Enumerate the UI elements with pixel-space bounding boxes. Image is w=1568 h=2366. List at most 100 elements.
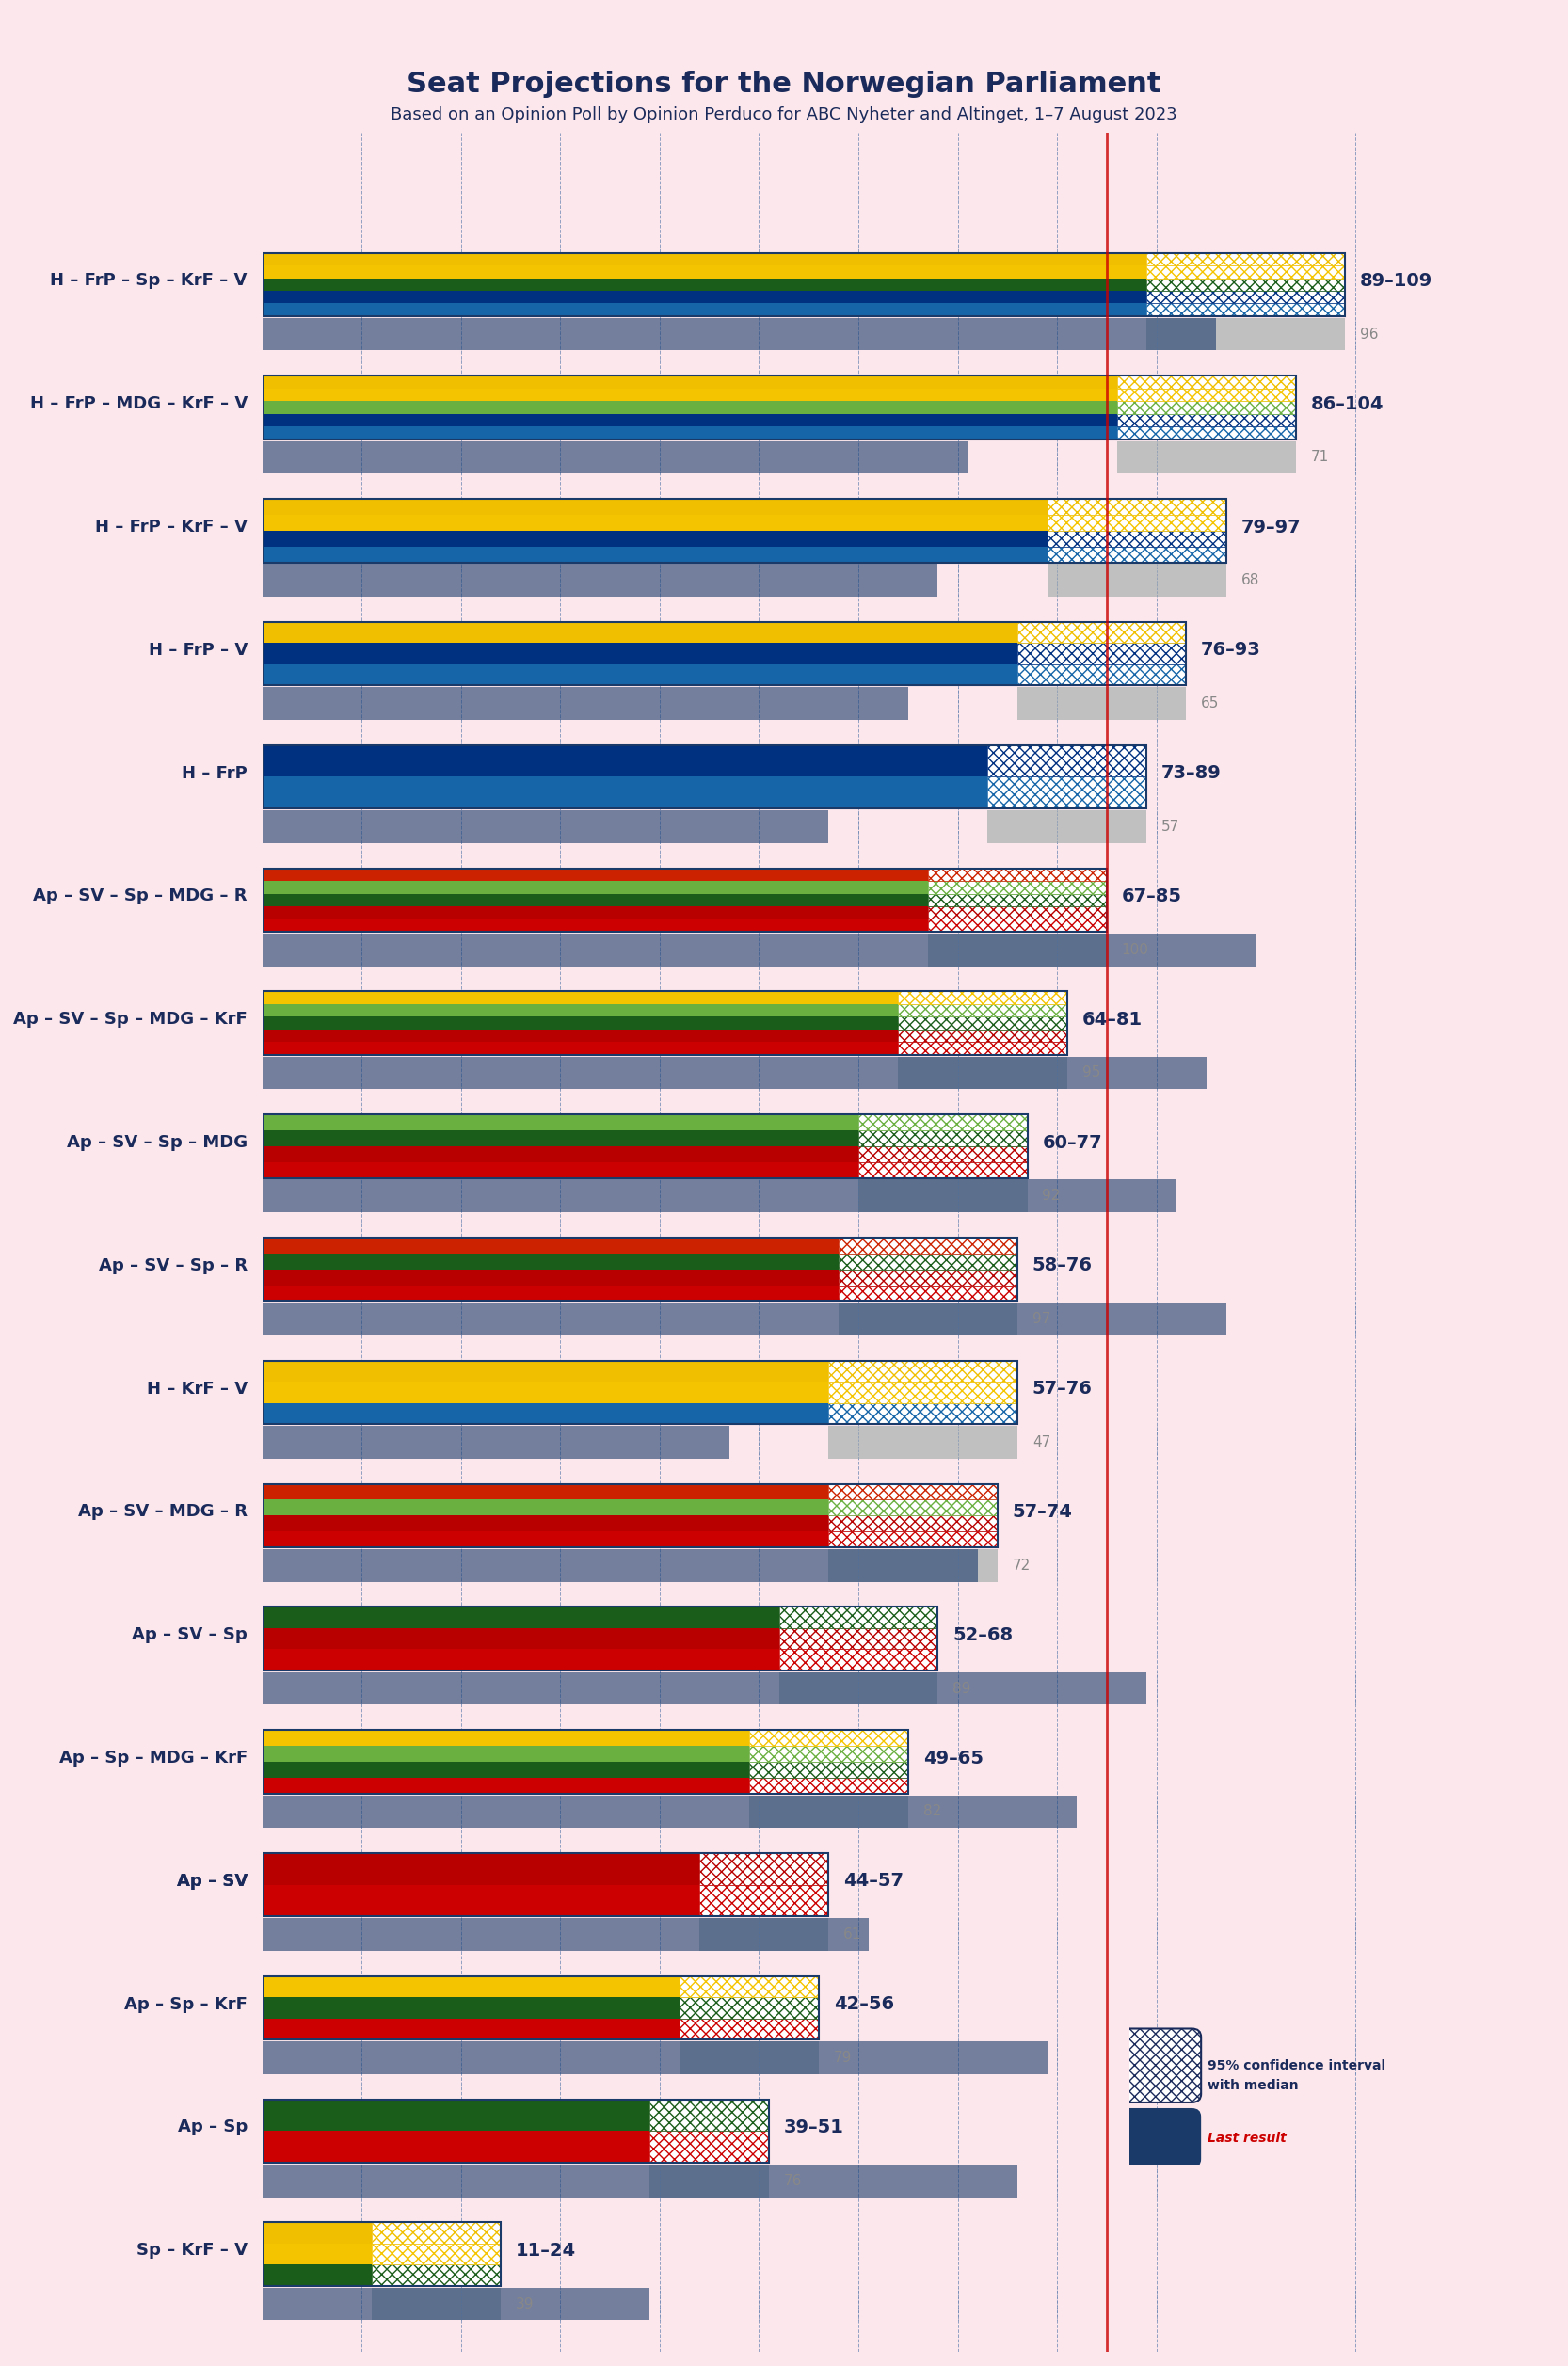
Bar [262,2165,1018,2198]
Text: H – FrP – Sp – KrF – V: H – FrP – Sp – KrF – V [50,272,248,289]
Bar [262,622,1187,686]
FancyBboxPatch shape [262,991,898,1003]
Text: 95: 95 [1082,1065,1101,1079]
FancyBboxPatch shape [828,1517,997,1531]
FancyBboxPatch shape [262,1649,779,1670]
FancyBboxPatch shape [988,776,1146,809]
FancyBboxPatch shape [262,376,1116,388]
FancyBboxPatch shape [1116,376,1295,388]
FancyBboxPatch shape [1047,499,1226,516]
FancyBboxPatch shape [928,894,1107,906]
FancyBboxPatch shape [262,1285,839,1301]
FancyBboxPatch shape [988,745,1146,776]
Bar [262,1976,818,2039]
FancyBboxPatch shape [1116,388,1295,402]
FancyBboxPatch shape [262,1976,679,1997]
FancyBboxPatch shape [649,2132,768,2163]
Bar [858,1181,1027,1211]
Bar [1116,440,1295,473]
FancyBboxPatch shape [858,1131,1027,1145]
Text: 96: 96 [1359,327,1378,341]
FancyBboxPatch shape [928,880,1107,894]
FancyBboxPatch shape [372,2243,500,2264]
FancyBboxPatch shape [262,1531,828,1547]
FancyBboxPatch shape [898,1041,1068,1055]
Text: 49–65: 49–65 [924,1748,983,1767]
Bar [828,1550,997,1580]
FancyBboxPatch shape [988,745,1146,776]
Text: Ap – SV – Sp: Ap – SV – Sp [132,1625,248,1644]
FancyBboxPatch shape [262,402,1116,414]
Text: 47: 47 [1032,1436,1051,1450]
Text: 57–74: 57–74 [1013,1502,1073,1521]
FancyBboxPatch shape [828,1531,997,1547]
FancyBboxPatch shape [750,1777,908,1793]
FancyBboxPatch shape [372,2243,500,2264]
FancyBboxPatch shape [262,516,1047,530]
Text: 76: 76 [784,2174,803,2189]
FancyBboxPatch shape [750,1746,908,1763]
FancyBboxPatch shape [372,2222,500,2243]
FancyBboxPatch shape [1146,265,1345,279]
FancyBboxPatch shape [858,1162,1027,1178]
FancyBboxPatch shape [828,1360,1018,1382]
Text: 58–76: 58–76 [1032,1256,1093,1275]
FancyBboxPatch shape [828,1483,997,1500]
Bar [1047,563,1226,596]
FancyBboxPatch shape [898,1003,1068,1017]
Bar [262,1237,1018,1301]
Text: 97: 97 [1032,1313,1051,1327]
FancyBboxPatch shape [262,894,928,906]
FancyBboxPatch shape [1047,516,1226,530]
Text: 71: 71 [1311,450,1328,464]
FancyBboxPatch shape [262,2132,649,2163]
Bar [262,991,1068,1055]
Bar [262,2099,768,2163]
FancyBboxPatch shape [262,499,1047,516]
FancyBboxPatch shape [928,894,1107,906]
FancyBboxPatch shape [750,1763,908,1777]
Bar [262,1181,1176,1211]
FancyBboxPatch shape [1116,388,1295,402]
Bar [839,1304,1018,1334]
FancyBboxPatch shape [679,1997,818,2018]
FancyBboxPatch shape [1116,414,1295,426]
FancyBboxPatch shape [262,253,1146,265]
Bar [262,868,1107,932]
FancyBboxPatch shape [262,880,928,894]
FancyBboxPatch shape [750,1730,908,1746]
FancyBboxPatch shape [928,918,1107,932]
FancyBboxPatch shape [649,2099,768,2132]
FancyBboxPatch shape [1116,414,1295,426]
FancyBboxPatch shape [858,1145,1027,1162]
FancyBboxPatch shape [1047,530,1226,547]
FancyBboxPatch shape [262,1730,750,1746]
Bar [928,935,1107,965]
FancyBboxPatch shape [839,1268,1018,1285]
FancyBboxPatch shape [262,1997,679,2018]
FancyBboxPatch shape [1146,253,1345,265]
FancyBboxPatch shape [779,1649,938,1670]
Text: Seat Projections for the Norwegian Parliament: Seat Projections for the Norwegian Parli… [406,71,1162,99]
Text: Ap – SV – Sp – MDG – KrF: Ap – SV – Sp – MDG – KrF [13,1010,248,1027]
FancyBboxPatch shape [1047,530,1226,547]
FancyBboxPatch shape [1116,426,1295,440]
FancyBboxPatch shape [779,1628,938,1649]
FancyBboxPatch shape [828,1483,997,1500]
FancyBboxPatch shape [1018,665,1187,686]
Text: Sp – KrF – V: Sp – KrF – V [136,2243,248,2260]
Bar [679,2042,818,2075]
Text: 95% confidence interval: 95% confidence interval [1207,2058,1386,2073]
FancyBboxPatch shape [262,2243,372,2264]
Text: 82: 82 [924,1805,941,1819]
FancyBboxPatch shape [1116,402,1295,414]
FancyBboxPatch shape [1120,2028,1201,2103]
FancyBboxPatch shape [262,291,1146,303]
FancyBboxPatch shape [898,1017,1068,1029]
Text: Based on an Opinion Poll by Opinion Perduco for ABC Nyheter and Altinget, 1–7 Au: Based on an Opinion Poll by Opinion Perd… [390,106,1178,123]
Bar [262,1607,938,1670]
Text: Ap – SV – Sp – R: Ap – SV – Sp – R [99,1256,248,1275]
FancyBboxPatch shape [262,426,1116,440]
FancyBboxPatch shape [1146,279,1345,291]
FancyBboxPatch shape [262,547,1047,563]
